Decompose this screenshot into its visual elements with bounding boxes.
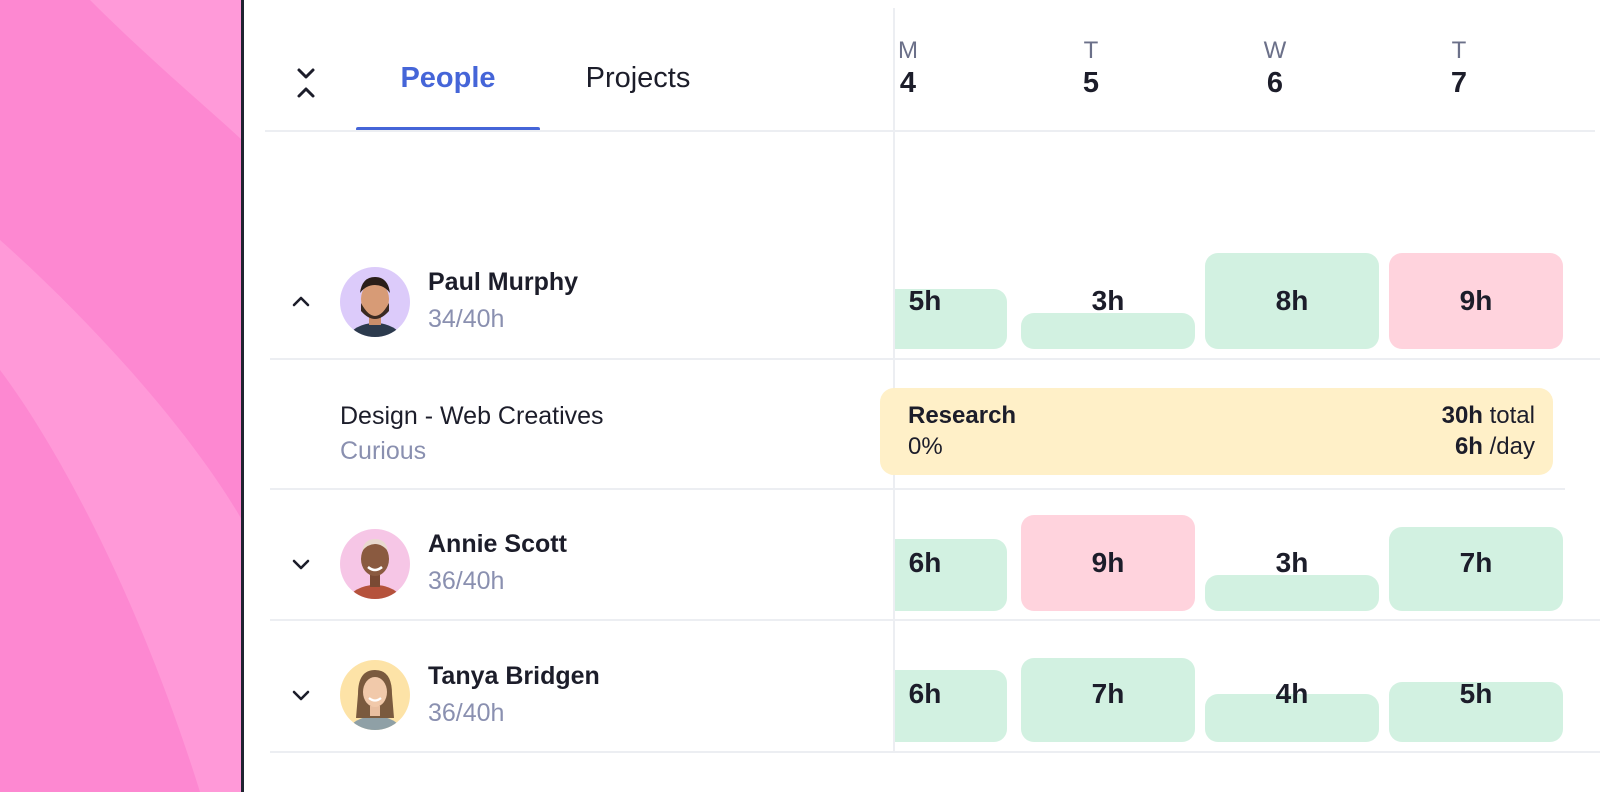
person-name: Tanya Bridgen	[428, 662, 600, 690]
day-cell[interactable]	[1389, 682, 1563, 742]
person-hours: 36/40h	[428, 699, 505, 727]
day-hours-label: 8h	[1275, 285, 1309, 316]
day-cell[interactable]	[1389, 253, 1563, 349]
day-hours-label: 5h	[908, 285, 942, 316]
day-number: 6	[1266, 67, 1284, 99]
day-letter: T	[1083, 37, 1099, 64]
expand-toggle-paul[interactable]	[289, 289, 313, 313]
row-divider	[270, 619, 1600, 621]
day-header-thu: T 7	[1429, 36, 1489, 100]
expand-toggle-annie[interactable]	[289, 552, 313, 576]
day-hours-label: 6h	[908, 678, 942, 709]
day-cell[interactable]	[895, 670, 1007, 742]
per-day-suffix: /day	[1489, 433, 1535, 460]
window-edge	[241, 0, 244, 792]
active-tab-indicator	[356, 127, 540, 131]
column-divider	[893, 8, 895, 753]
day-cell[interactable]	[895, 289, 1007, 349]
collapse-all-button[interactable]	[290, 64, 322, 102]
task-name: Research	[908, 402, 1017, 429]
total-hours-value: 30h	[1441, 402, 1483, 429]
collapse-icon	[297, 68, 315, 98]
day-number: 7	[1450, 67, 1468, 99]
per-day-value: 6h	[1454, 433, 1483, 460]
row-divider	[270, 488, 1565, 490]
day-hours-label: 4h	[1275, 678, 1309, 709]
person-name: Annie Scott	[428, 530, 567, 558]
day-letter: M	[898, 37, 918, 64]
per-day-hours: 6h /day	[1455, 433, 1535, 461]
tab-projects[interactable]: Projects	[585, 62, 691, 94]
header-divider	[265, 130, 1595, 132]
avatar	[340, 529, 410, 599]
day-cell[interactable]	[1021, 658, 1195, 742]
day-cell[interactable]	[1205, 253, 1379, 349]
day-number: 5	[1082, 67, 1100, 99]
day-cell[interactable]	[1205, 694, 1379, 742]
expand-toggle-tanya[interactable]	[289, 683, 313, 707]
chevron-down-icon	[292, 690, 310, 701]
day-hours-label: 3h	[1091, 285, 1125, 316]
day-letter: T	[1451, 37, 1467, 64]
day-header-wed: W 6	[1245, 36, 1305, 100]
person-hours: 36/40h	[428, 567, 505, 595]
day-letter: W	[1263, 37, 1287, 64]
assignment-bar[interactable]: Research 0% 30h total 6h /day	[880, 388, 1553, 475]
row-divider	[270, 358, 1600, 360]
chevron-up-icon	[292, 296, 310, 307]
day-cell[interactable]	[1021, 515, 1195, 611]
day-hours-label: 7h	[1091, 678, 1125, 709]
chevron-down-icon	[292, 559, 310, 570]
row-divider	[270, 751, 1600, 753]
avatar	[340, 660, 410, 730]
total-hours-suffix: total	[1489, 402, 1535, 429]
person-hours: 34/40h	[428, 305, 505, 333]
day-hours-label: 6h	[908, 547, 942, 578]
day-number: 4	[899, 67, 917, 99]
avatar	[340, 267, 410, 337]
decorative-background	[0, 0, 242, 792]
day-hours-label: 5h	[1459, 678, 1493, 709]
day-hours-label: 3h	[1275, 547, 1309, 578]
day-header-tue: T 5	[1061, 36, 1121, 100]
tab-people[interactable]: People	[400, 62, 496, 94]
day-header-mon: M 4	[878, 36, 938, 100]
project-name: Design - Web Creatives	[340, 402, 604, 430]
day-hours-label: 9h	[1091, 547, 1125, 578]
day-cell[interactable]	[1021, 313, 1195, 349]
total-hours: 30h total	[1442, 402, 1535, 430]
day-hours-label: 7h	[1459, 547, 1493, 578]
day-hours-label: 9h	[1459, 285, 1493, 316]
day-cell[interactable]	[1205, 575, 1379, 611]
client-name: Curious	[340, 437, 427, 465]
day-cell[interactable]	[895, 539, 1007, 611]
day-cell[interactable]	[1389, 527, 1563, 611]
schedule-grid	[895, 0, 1600, 792]
task-progress: 0%	[908, 433, 943, 460]
person-name: Paul Murphy	[428, 268, 579, 296]
